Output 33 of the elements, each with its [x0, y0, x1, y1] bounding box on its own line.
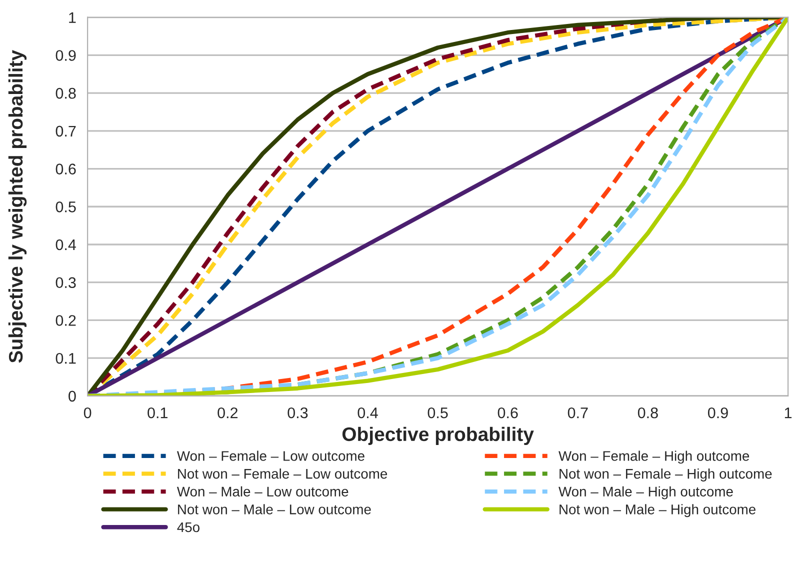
y-tick-label: 0.5	[56, 202, 76, 212]
legend-label: Won – Male – High outcome	[558, 486, 733, 500]
x-tick-label: 0.3	[288, 407, 308, 418]
x-tick-label: 0.9	[708, 407, 728, 418]
x-tick-label: 1	[784, 408, 792, 418]
legend-label: Not won – Female – Low outcome	[178, 468, 388, 479]
y-tick-label: 0.7	[56, 126, 76, 137]
legend-label: Not won – Male – Low outcome	[178, 504, 371, 514]
x-tick-label: 0.4	[358, 407, 378, 418]
y-tick-label: 0.1	[56, 352, 76, 364]
x-tick-label: 0.7	[568, 407, 588, 418]
legend-label: Won – Male – Low outcome	[176, 486, 348, 497]
legend-label: Won – Female – High outcome	[558, 450, 750, 464]
x-axis-title: Objective probability	[342, 426, 534, 445]
legend-label: Not won – Male – High outcome	[560, 504, 756, 518]
legend-label: Won – Female – Low outcome	[176, 450, 364, 461]
y-tick-label: 0.4	[56, 239, 76, 250]
x-tick-label: 0.1	[148, 407, 168, 418]
y-tick-label: 0.2	[56, 315, 76, 326]
x-tick-label: 0.8	[638, 407, 658, 418]
legend-label: 45o	[177, 522, 200, 532]
x-tick-label: 0.5	[428, 407, 448, 418]
y-tick-label: 0.6	[56, 164, 76, 174]
y-tick-label: 0.8	[56, 88, 76, 99]
y-tick-label: 0.3	[56, 277, 76, 288]
x-tick-label: 0	[84, 407, 92, 418]
legend-label: Not won – Female – High outcome	[560, 468, 772, 482]
x-tick-label: 0.6	[498, 407, 518, 418]
y-axis-title: Subjective ly weighted probability	[8, 50, 27, 363]
y-tick-label: 1	[69, 12, 76, 23]
x-tick-label: 0.2	[218, 407, 238, 418]
y-tick-label: 0.9	[56, 50, 76, 61]
y-tick-label: 0	[68, 390, 76, 402]
